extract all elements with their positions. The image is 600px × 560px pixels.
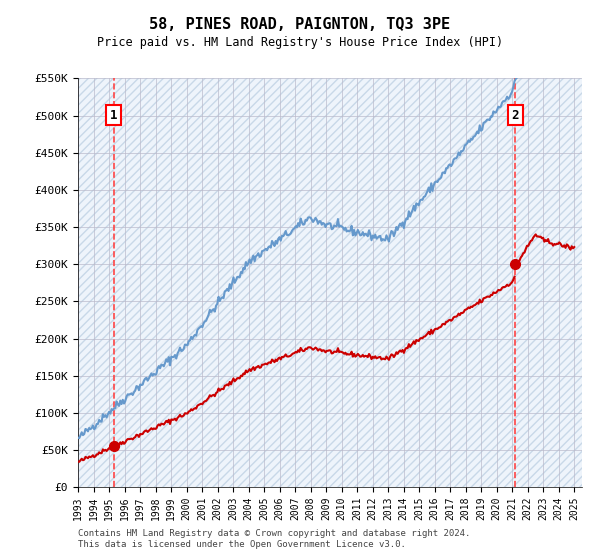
Text: 1: 1: [110, 109, 118, 122]
Text: 58, PINES ROAD, PAIGNTON, TQ3 3PE: 58, PINES ROAD, PAIGNTON, TQ3 3PE: [149, 17, 451, 32]
Text: Contains HM Land Registry data © Crown copyright and database right 2024.
This d: Contains HM Land Registry data © Crown c…: [78, 529, 470, 549]
Text: 2: 2: [512, 109, 519, 122]
Text: Price paid vs. HM Land Registry's House Price Index (HPI): Price paid vs. HM Land Registry's House …: [97, 36, 503, 49]
